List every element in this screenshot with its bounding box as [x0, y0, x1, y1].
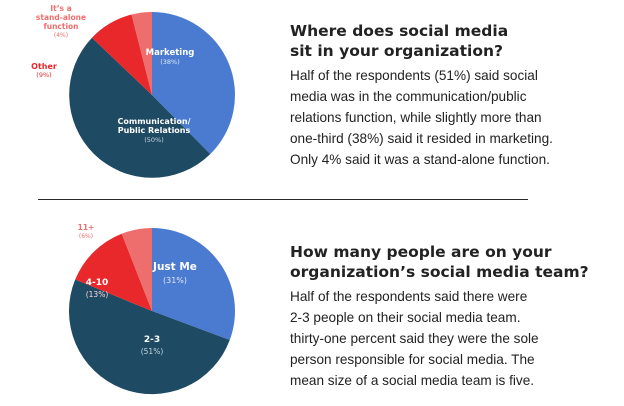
- paragraph-line: Half of the respondents (51%) said socia…: [290, 68, 538, 83]
- section-paragraph: Half of the respondents said there were …: [290, 286, 610, 391]
- section-heading: Where does social media sit in your orga…: [290, 21, 610, 61]
- pie-slice-1: [68, 279, 230, 395]
- label-4-10-pct: (13%): [86, 290, 109, 299]
- paragraph-line: Half of the respondents said there were: [290, 289, 528, 304]
- label-communication-pct: (50%): [144, 136, 164, 144]
- pie-slice-0: [152, 12, 235, 155]
- section-heading: How many people are on your organization…: [290, 242, 610, 282]
- pie-slice-3: [121, 228, 152, 311]
- label-just-me-pct: (31%): [163, 276, 187, 285]
- label-2-3-pct: (51%): [141, 347, 164, 356]
- paragraph-line: media was in the communication/public: [290, 89, 527, 104]
- label-marketing: Marketing: [146, 48, 195, 58]
- label-11-plus: 11+: [78, 223, 95, 232]
- pie-slice-1: [69, 37, 211, 178]
- paragraph-line: thirty-one percent said they were the so…: [290, 331, 539, 346]
- section-team-size: How many people are on your organization…: [290, 242, 610, 391]
- paragraph-line: one-third (38%) said it resided in marke…: [290, 131, 553, 146]
- section-org-placement: Where does social media sit in your orga…: [290, 21, 610, 170]
- pie-slice-0: [152, 228, 236, 341]
- heading-line: organization’s social media team?: [290, 263, 589, 281]
- label-other-pct: (9%): [36, 71, 51, 79]
- section-paragraph: Half of the respondents (51%) said socia…: [290, 65, 610, 170]
- label-standalone-pct: (4%): [54, 32, 68, 39]
- section-divider: [38, 199, 528, 200]
- paragraph-line: mean size of a social media team is five…: [290, 373, 535, 388]
- label-just-me: Just Me: [152, 261, 197, 273]
- label-4-10: 4-10: [86, 278, 109, 288]
- label-2-3: 2-3: [144, 335, 160, 345]
- label-marketing-pct: (38%): [160, 58, 180, 66]
- pie-chart-team-size: [68, 228, 236, 395]
- pie-slice-3: [131, 12, 152, 95]
- paragraph-line: person responsible for social media. The: [290, 352, 535, 367]
- label-public-relations: Public Relations: [118, 126, 191, 135]
- label-standalone-2: stand-alone: [36, 13, 86, 22]
- label-communication: Communication/: [118, 117, 191, 126]
- pie-chart-org-placement: [69, 12, 235, 178]
- label-11-plus-pct: (6%): [79, 233, 93, 240]
- label-standalone-3: function: [43, 22, 78, 31]
- paragraph-line: Only 4% said it was a stand-alone functi…: [290, 152, 550, 167]
- label-standalone-1: It’s a: [50, 4, 71, 13]
- paragraph-line: relations function, while slightly more …: [290, 110, 542, 125]
- pie-slice-2: [91, 14, 152, 96]
- pie-slice-2: [75, 233, 152, 311]
- heading-line: Where does social media: [290, 22, 509, 40]
- label-other: Other: [31, 62, 57, 71]
- heading-line: sit in your organization?: [290, 42, 503, 60]
- paragraph-line: 2-3 people on their social media team.: [290, 310, 521, 325]
- heading-line: How many people are on your: [290, 243, 552, 261]
